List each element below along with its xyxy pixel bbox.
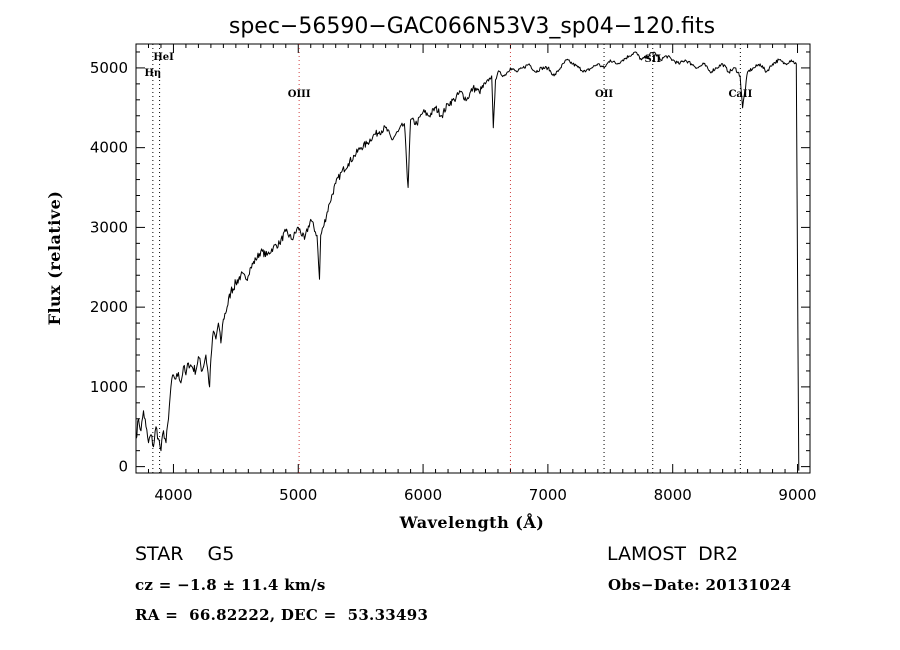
redshift-label: cz = −1.8 ± 11.4 km/s: [135, 576, 326, 594]
y-tick-label: 0: [118, 458, 128, 476]
spectral-line-label: OIII: [288, 89, 311, 100]
y-tick-label: 3000: [90, 218, 128, 236]
y-axis-label: Flux (relative): [45, 191, 64, 326]
x-tick-label: 7000: [529, 486, 567, 504]
x-tick-label: 9000: [778, 486, 816, 504]
spectral-line-label: Hη: [144, 68, 161, 79]
spectral-line-label: OII: [595, 89, 613, 100]
y-tick-label: 2000: [90, 298, 128, 316]
spectral-line-label: HeI: [153, 52, 174, 63]
x-tick-label: 5000: [279, 486, 317, 504]
object-class-label: STAR G5: [135, 543, 235, 565]
survey-label: LAMOST DR2: [607, 543, 739, 565]
y-tick-label: 5000: [90, 59, 128, 77]
chart-title: spec−56590−GAC066N53V3_sp04−120.fits: [229, 14, 715, 39]
coords-label: RA = 66.82222, DEC = 53.33493: [135, 606, 429, 624]
plot-area: 4000 5000 6000 7000 8000 9000 0 1000 2000 3000 400…: [90, 43, 817, 504]
x-tick-label: 4000: [154, 486, 192, 504]
spectral-line-label: SII: [644, 54, 661, 65]
x-tick-label: 6000: [404, 486, 442, 504]
obs-date-label: Obs−Date: 20131024: [608, 576, 792, 594]
spectrum-line: [135, 51, 800, 471]
x-axis-label: Wavelength (Å): [399, 511, 545, 532]
y-tick-label: 1000: [90, 378, 128, 396]
spectral-line-label: CaII: [728, 89, 752, 100]
y-tick-label: 4000: [90, 139, 128, 157]
plot-frame: [135, 43, 811, 474]
x-tick-label: 8000: [654, 486, 692, 504]
